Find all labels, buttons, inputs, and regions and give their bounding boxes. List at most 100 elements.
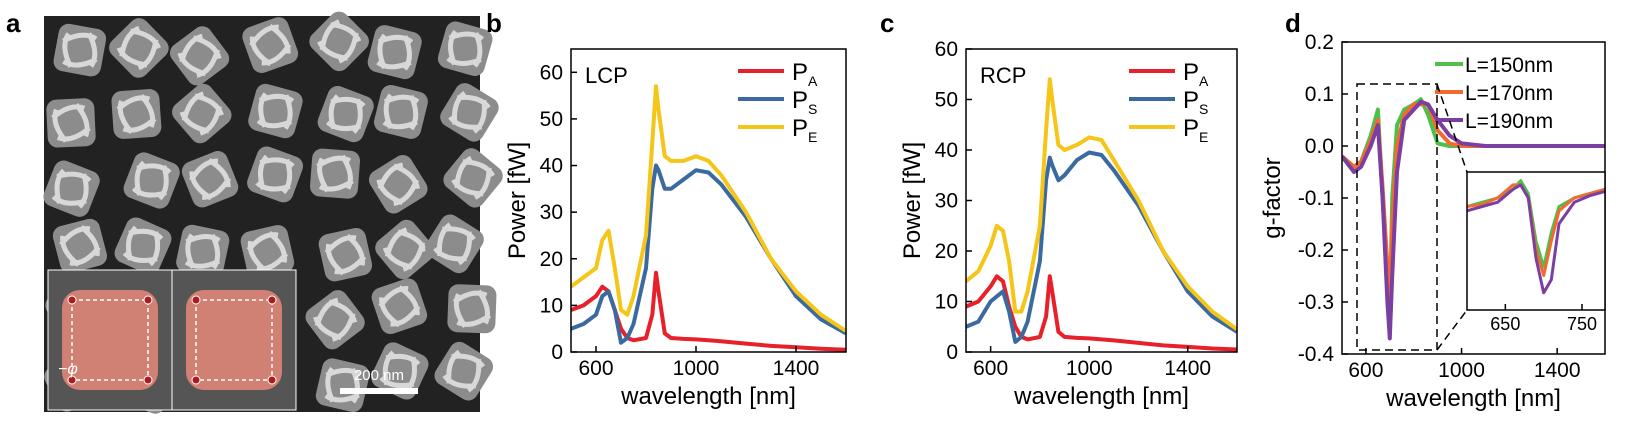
inset-dot bbox=[143, 375, 153, 385]
angle-label: −φ bbox=[58, 361, 78, 378]
particle bbox=[114, 217, 172, 275]
particle-arm bbox=[122, 225, 164, 267]
particle bbox=[247, 146, 304, 203]
particle bbox=[43, 160, 100, 217]
x-tick-label: 750 bbox=[1567, 314, 1597, 334]
x-tick-label: 600 bbox=[1348, 359, 1383, 382]
particle-body bbox=[52, 218, 107, 273]
particle bbox=[434, 341, 494, 401]
legend-label: L=150nm bbox=[1465, 54, 1553, 77]
particle bbox=[305, 290, 365, 350]
x-tick-label: 600 bbox=[973, 357, 1008, 380]
y-tick-label: 40 bbox=[935, 139, 958, 162]
particle-arm bbox=[179, 91, 224, 136]
y-tick-label: 60 bbox=[935, 38, 958, 61]
legend-label: PS bbox=[1183, 87, 1208, 117]
particle bbox=[367, 25, 422, 80]
inset-dot bbox=[67, 375, 77, 385]
legend-label: PA bbox=[792, 59, 818, 89]
particle-body bbox=[172, 83, 232, 144]
x-axis-label: wavelength [nm] bbox=[620, 383, 796, 410]
panel-label: c bbox=[880, 8, 894, 38]
y-tick-label: 20 bbox=[935, 240, 958, 263]
particle-arm bbox=[316, 154, 354, 193]
particle-arm bbox=[246, 230, 289, 273]
inset-particle bbox=[62, 290, 158, 390]
particle-body bbox=[318, 227, 373, 282]
particle-arm bbox=[433, 222, 476, 266]
particle bbox=[317, 85, 374, 143]
particle-arm bbox=[256, 92, 295, 130]
particle bbox=[443, 148, 503, 208]
particle-arm bbox=[382, 93, 420, 131]
particle-arm bbox=[188, 158, 232, 201]
scale-bar bbox=[340, 388, 418, 394]
y-axis-label: Power [fW] bbox=[899, 142, 926, 259]
particle-body bbox=[309, 148, 361, 199]
particle-arm bbox=[255, 154, 295, 195]
sem-image bbox=[43, 11, 503, 414]
particle bbox=[371, 342, 429, 400]
particle bbox=[242, 17, 299, 74]
particle-body bbox=[371, 278, 428, 334]
particle-body bbox=[425, 214, 484, 274]
y-tick-label: -0.4 bbox=[1298, 343, 1335, 366]
inset-particle bbox=[186, 290, 282, 390]
particle-arm bbox=[51, 103, 91, 143]
y-tick-label: 0.2 bbox=[1305, 31, 1334, 54]
legend-label: PE bbox=[792, 115, 817, 145]
inset-dot bbox=[267, 295, 277, 305]
particle-arm bbox=[378, 285, 421, 328]
particle-body bbox=[169, 26, 230, 86]
zoom-box bbox=[1356, 83, 1438, 351]
particle bbox=[447, 284, 497, 334]
y-tick-label: -0.1 bbox=[1298, 187, 1334, 210]
particle bbox=[172, 83, 232, 144]
particle-body bbox=[240, 225, 295, 279]
x-tick-label: 1000 bbox=[673, 357, 720, 380]
y-tick-label: -0.3 bbox=[1298, 291, 1334, 314]
y-tick-label: 40 bbox=[540, 155, 563, 178]
particle bbox=[374, 85, 428, 139]
particle-arm bbox=[324, 366, 361, 404]
x-tick-label: 650 bbox=[1490, 314, 1520, 334]
particle-body bbox=[440, 83, 499, 142]
particle-arm bbox=[131, 160, 172, 201]
particle-arm bbox=[448, 91, 491, 134]
legend-label: L=190nm bbox=[1465, 110, 1553, 133]
particle-arm bbox=[116, 93, 157, 135]
particle bbox=[240, 225, 295, 279]
data-line bbox=[1342, 99, 1605, 341]
particle-arm bbox=[62, 32, 98, 68]
particle-arm bbox=[446, 29, 485, 68]
legend-label: PA bbox=[1183, 59, 1209, 89]
legend-label: PE bbox=[1183, 115, 1208, 145]
particle bbox=[109, 18, 169, 78]
particle bbox=[123, 152, 180, 209]
y-tick-label: 50 bbox=[935, 89, 958, 112]
particle-arm bbox=[379, 350, 421, 392]
inset-frame bbox=[195, 299, 273, 381]
particle-arm bbox=[116, 25, 162, 71]
particle-body bbox=[443, 148, 503, 208]
x-axis-label: wavelength [nm] bbox=[1013, 383, 1189, 410]
particle-arm bbox=[317, 19, 362, 64]
y-tick-label: 50 bbox=[540, 108, 563, 131]
zoom-connector bbox=[1436, 83, 1468, 173]
particle bbox=[375, 219, 435, 280]
particle bbox=[52, 218, 107, 273]
annotation: RCP bbox=[980, 63, 1026, 88]
particle bbox=[111, 89, 162, 139]
particle-arm bbox=[324, 233, 367, 276]
particle bbox=[437, 21, 493, 77]
data-line bbox=[1467, 183, 1605, 295]
panel-label: b bbox=[486, 8, 502, 38]
particle-arm bbox=[51, 168, 92, 209]
data-line bbox=[571, 84, 846, 333]
particle-body bbox=[434, 341, 494, 401]
y-tick-label: 0 bbox=[551, 341, 563, 364]
particle-arm bbox=[376, 162, 420, 207]
inset-dot bbox=[191, 375, 201, 385]
x-tick-label: 1000 bbox=[1438, 359, 1485, 382]
